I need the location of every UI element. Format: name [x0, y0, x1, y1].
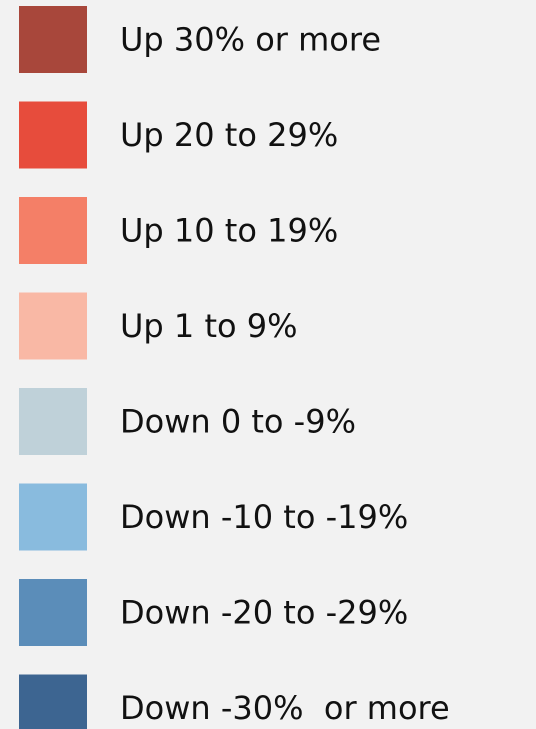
legend-label: Up 30% or more: [120, 21, 381, 59]
legend-swatch: [19, 483, 87, 551]
legend-swatch: [19, 292, 87, 360]
legend-swatch: [19, 6, 87, 73]
legend-swatch: [19, 388, 87, 455]
legend-swatch: [19, 197, 87, 264]
legend-swatch: [19, 101, 87, 169]
legend-label: Up 1 to 9%: [120, 307, 298, 345]
legend-label: Down -30% or more: [120, 689, 450, 727]
legend-swatch: [19, 579, 87, 646]
legend-label: Down 0 to -9%: [120, 403, 356, 441]
legend-label: Down -10 to -19%: [120, 498, 408, 536]
legend-label: Up 10 to 19%: [120, 212, 338, 250]
legend-label: Down -20 to -29%: [120, 594, 408, 632]
legend-swatch: [19, 674, 87, 729]
legend-label: Up 20 to 29%: [120, 116, 338, 154]
